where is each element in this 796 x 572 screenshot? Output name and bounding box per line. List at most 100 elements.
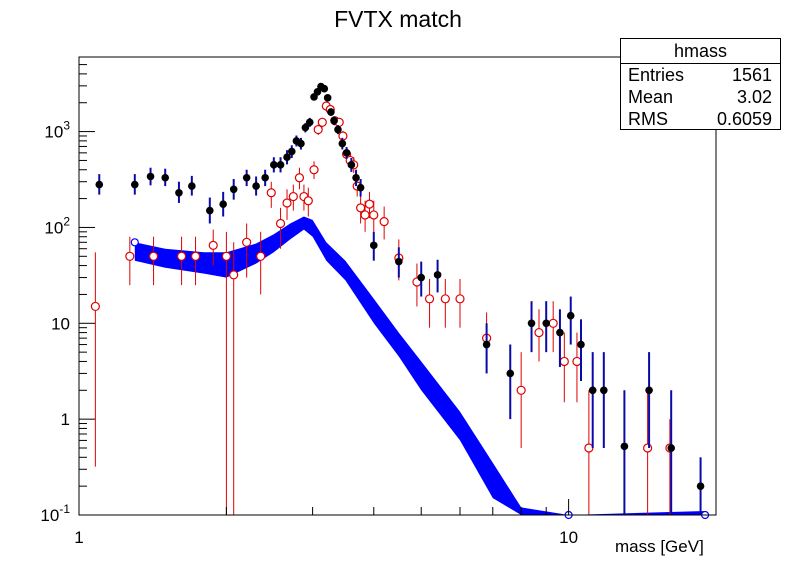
red-data-point: [125, 251, 135, 261]
stats-value: 3.02: [736, 87, 772, 107]
black-data-point: [342, 149, 351, 157]
black-data-point: [287, 147, 296, 156]
black-data-point: [229, 185, 238, 194]
y-tick-label: 10-1: [40, 502, 70, 525]
black-data-point: [395, 257, 403, 266]
black-data-point: [146, 172, 155, 181]
red-data-point: [548, 318, 558, 328]
red-data-point: [282, 198, 292, 208]
red-data-point: [455, 294, 465, 304]
black-data-point: [334, 125, 342, 134]
red-data-point: [534, 327, 544, 338]
black-data-point: [261, 173, 269, 182]
red-data-point: [221, 251, 231, 261]
black-data-point: [566, 311, 575, 320]
black-data-point: [188, 182, 196, 190]
red-data-point: [294, 173, 305, 183]
red-data-point: [303, 196, 313, 206]
red-data-point: [360, 210, 370, 220]
black-data-point: [219, 200, 227, 208]
red-data-point: [242, 237, 252, 247]
red-data-point: [584, 443, 594, 453]
black-data-point: [369, 241, 378, 250]
black-data-point: [600, 386, 608, 395]
black-data-point: [482, 340, 491, 349]
red-data-point: [309, 165, 319, 175]
black-data-point: [252, 182, 260, 190]
black-data-point: [327, 108, 335, 116]
red-data-point: [90, 301, 100, 312]
red-data-point: [288, 191, 298, 202]
red-data-point: [317, 117, 327, 127]
black-data-point: [588, 386, 597, 395]
red-data-point: [313, 124, 323, 135]
red-data-point: [275, 218, 286, 229]
x-tick-label: 10: [559, 528, 578, 547]
red-data-point: [440, 294, 450, 304]
red-data-point: [424, 294, 435, 304]
black-data-point: [130, 180, 139, 189]
black-data-point: [577, 340, 585, 349]
red-data-point: [643, 443, 653, 453]
red-data-point: [208, 240, 218, 250]
black-data-point: [338, 139, 347, 148]
red-data-point: [190, 251, 201, 261]
black-data-point: [542, 319, 551, 328]
stats-label: RMS: [628, 109, 668, 129]
black-data-point: [527, 319, 536, 328]
chart-title: FVTX match: [334, 6, 462, 32]
stats-label: Mean: [628, 87, 674, 107]
black-data-point: [301, 123, 310, 132]
red-data-point: [148, 251, 159, 261]
black-data-point: [323, 94, 332, 102]
black-data-point: [161, 173, 170, 182]
stats-value: 1561: [731, 65, 772, 85]
red-data-point: [364, 199, 375, 209]
black-data-point: [347, 161, 356, 169]
black-data-point: [556, 328, 564, 337]
stats-row-entries: Entries 1561: [621, 64, 780, 86]
black-data-point: [506, 369, 515, 378]
black-data-point: [696, 482, 705, 490]
stats-row-mean: Mean 3.02: [621, 86, 780, 108]
band-marker: [130, 238, 139, 247]
x-axis-label: mass [GeV]: [615, 537, 704, 556]
black-data-point: [417, 273, 426, 282]
red-data-point: [516, 385, 526, 395]
plot-frame: [78, 56, 717, 516]
x-tick-label: 1: [74, 528, 83, 547]
black-data-point: [352, 173, 360, 182]
black-data-point: [305, 118, 314, 127]
blue-band-area: [134, 216, 706, 515]
black-data-point: [242, 173, 251, 182]
black-data-point: [433, 271, 442, 279]
black-data-point: [206, 206, 214, 215]
y-tick-label: 103: [44, 119, 70, 142]
stats-box-name: hmass: [621, 39, 780, 64]
red-data-point: [559, 356, 569, 367]
stats-box: hmass Entries 1561 Mean 3.02 RMS 0.6059: [620, 38, 781, 130]
red-data-point: [369, 210, 379, 220]
black-data-point: [620, 442, 629, 451]
red-data-point: [266, 188, 276, 198]
red-data-point: [229, 270, 239, 280]
red-data-point: [572, 356, 582, 367]
black-data-point: [645, 386, 653, 395]
red-data-point: [256, 251, 266, 261]
red-data-point: [379, 217, 389, 227]
black-data-point: [297, 139, 305, 148]
black-data-point: [667, 444, 675, 452]
stats-label: Entries: [628, 65, 685, 85]
stats-value: 0.6059: [716, 109, 772, 129]
red-data-point: [176, 251, 187, 261]
black-data-point: [270, 161, 278, 169]
black-data-point: [95, 180, 104, 189]
y-tick-label: 10: [51, 314, 70, 333]
black-data-point: [330, 116, 338, 125]
y-tick-label: 1: [61, 410, 70, 429]
black-data-point: [283, 153, 291, 162]
black-data-point: [276, 161, 285, 169]
black-data-point: [356, 183, 365, 192]
stats-row-rms: RMS 0.6059: [621, 108, 780, 130]
